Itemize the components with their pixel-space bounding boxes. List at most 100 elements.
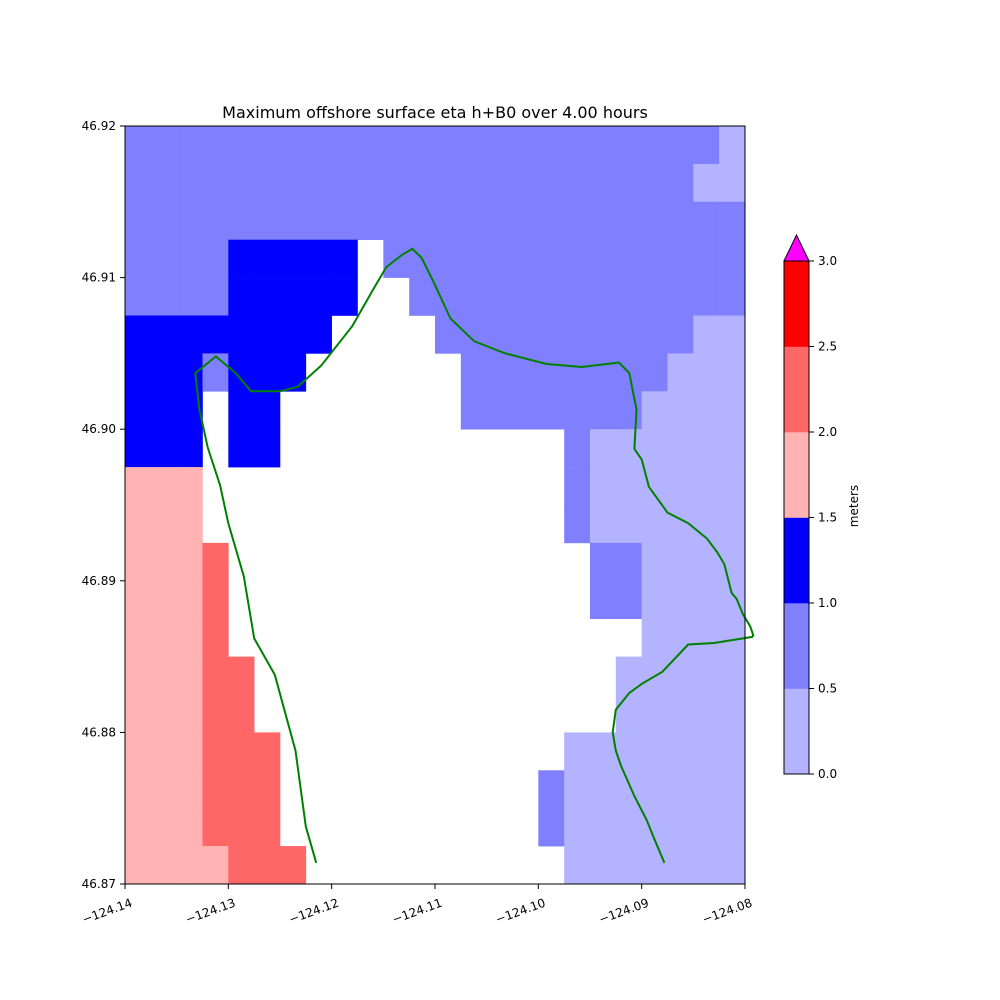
heatmap-cell xyxy=(125,353,152,392)
heatmap-cell xyxy=(254,239,281,278)
heatmap-cell xyxy=(615,808,642,847)
heatmap-cell xyxy=(590,542,617,582)
heatmap-cell xyxy=(125,846,152,885)
heatmap-cell xyxy=(719,808,746,847)
heatmap-cell xyxy=(460,391,487,430)
heatmap-cell xyxy=(460,277,487,316)
colorbar-label: meters xyxy=(847,485,861,527)
heatmap-cell xyxy=(435,126,462,165)
heatmap-cell xyxy=(719,846,746,885)
heatmap-cell xyxy=(667,315,694,354)
heatmap-cell xyxy=(564,277,591,316)
heatmap-cell xyxy=(202,580,229,619)
heatmap-cell xyxy=(176,353,203,392)
heatmap-cell xyxy=(305,126,332,165)
heatmap-cell xyxy=(538,163,565,203)
heatmap-cell xyxy=(176,618,203,657)
heatmap-cell xyxy=(486,391,513,430)
heatmap-cell xyxy=(228,126,255,165)
heatmap-cell xyxy=(305,163,332,203)
heatmap-cell xyxy=(693,429,720,468)
heatmap-cell xyxy=(615,694,642,733)
heatmap-cell xyxy=(486,353,513,392)
y-tick-label: 46.89 xyxy=(82,574,116,588)
heatmap-cell xyxy=(150,505,177,544)
heatmap-cell xyxy=(486,277,513,316)
heatmap-cell xyxy=(125,201,152,240)
heatmap-cell xyxy=(512,163,539,203)
heatmap-cell xyxy=(538,126,565,165)
heatmap-cell xyxy=(150,732,177,771)
heatmap-cell xyxy=(693,580,720,619)
heatmap-cell xyxy=(202,808,229,847)
heatmap-cell xyxy=(719,732,746,771)
heatmap-cell xyxy=(667,126,694,165)
heatmap-cell xyxy=(564,429,591,468)
heatmap-cell xyxy=(667,846,694,885)
heatmap-cell xyxy=(280,126,307,165)
heatmap-cell xyxy=(125,239,152,278)
heatmap-cell xyxy=(719,656,746,695)
heatmap-cell xyxy=(667,808,694,847)
heatmap-cell xyxy=(615,277,642,316)
heatmap-cell xyxy=(590,277,617,316)
heatmap-cell xyxy=(667,391,694,430)
heatmap-cell xyxy=(719,580,746,619)
heatmap-cell xyxy=(280,353,307,392)
heatmap-cell xyxy=(202,163,229,203)
heatmap-cell xyxy=(176,277,203,316)
heatmap-cell xyxy=(538,391,565,430)
heatmap-cell xyxy=(125,429,152,468)
heatmap-cell xyxy=(719,429,746,468)
heatmap-cell xyxy=(125,808,152,847)
heatmap-cell xyxy=(460,353,487,392)
heatmap-cell xyxy=(202,694,229,733)
heatmap-cell xyxy=(693,770,720,809)
heatmap-cell xyxy=(641,126,668,165)
heatmap-cell xyxy=(176,201,203,240)
heatmap-cell xyxy=(202,315,229,354)
heatmap-cell xyxy=(641,315,668,354)
heatmap-cell xyxy=(719,163,746,203)
heatmap-cell xyxy=(615,239,642,278)
heatmap-cell xyxy=(693,391,720,430)
x-tick-label: −124.08 xyxy=(700,896,754,927)
heatmap-cell xyxy=(564,467,591,506)
heatmap-cell xyxy=(435,201,462,240)
heatmap-cell xyxy=(590,353,617,392)
heatmap-cell xyxy=(719,239,746,278)
heatmap-cell xyxy=(693,846,720,885)
heatmap-cell xyxy=(176,239,203,278)
heatmap-cell xyxy=(435,163,462,203)
heatmap-cell xyxy=(331,163,358,203)
heatmap-cell xyxy=(150,163,177,203)
heatmap-cell xyxy=(125,505,152,544)
heatmap-cell xyxy=(254,353,281,392)
heatmap-cell xyxy=(719,315,746,354)
heatmap-cell xyxy=(564,126,591,165)
heatmap-cell xyxy=(125,732,152,771)
heatmap-cell xyxy=(641,732,668,771)
heatmap-cell xyxy=(150,618,177,657)
heatmap-cell xyxy=(435,315,462,354)
heatmap-cell xyxy=(176,846,203,885)
heatmap-cell xyxy=(693,808,720,847)
heatmap-cell xyxy=(176,505,203,544)
heatmap-cell xyxy=(590,201,617,240)
heatmap-cell xyxy=(667,239,694,278)
heatmap-cell xyxy=(460,126,487,165)
heatmap-cell xyxy=(641,239,668,278)
heatmap-cell xyxy=(331,239,358,278)
heatmap-cell xyxy=(590,163,617,203)
heatmap-cell xyxy=(357,126,384,165)
heatmap-cell xyxy=(202,277,229,316)
heatmap-cell xyxy=(176,656,203,695)
heatmap-cell xyxy=(564,808,591,847)
heatmap-cell xyxy=(538,201,565,240)
heatmap-cell xyxy=(150,808,177,847)
heatmap-cell xyxy=(615,201,642,240)
heatmap-cell xyxy=(202,732,229,771)
heatmap-cell xyxy=(357,163,384,203)
heatmap-cell xyxy=(280,163,307,203)
